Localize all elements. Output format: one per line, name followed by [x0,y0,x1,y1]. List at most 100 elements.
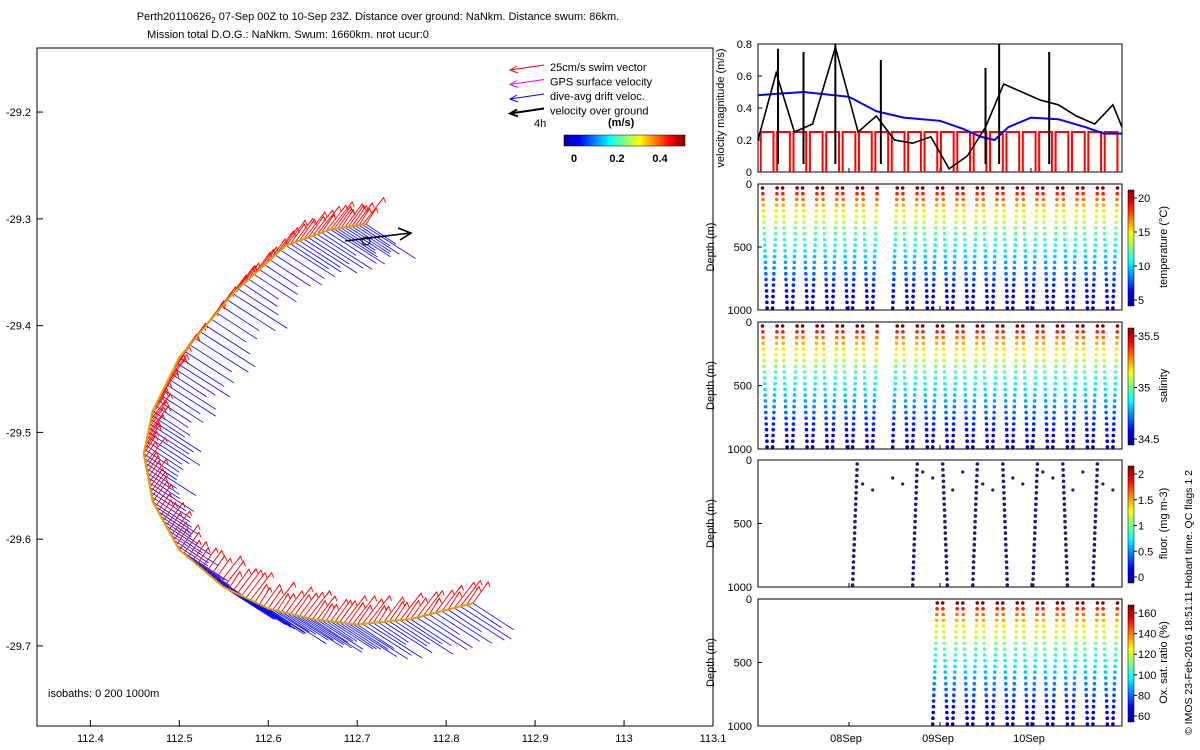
profile-dot [901,209,906,213]
profile-dot [973,249,977,253]
profile-dot [992,271,996,276]
profile-dot [930,722,935,726]
profile-dot [775,330,779,334]
profile-dot [945,716,949,720]
drift-vector [163,520,199,545]
profile-dot [972,416,976,421]
profile-dot [1021,186,1025,190]
profile-dot [991,445,995,449]
profile-dot [761,214,766,219]
profile-dot [1021,601,1025,605]
profile-dot [1001,624,1006,628]
profile-dot [921,335,925,340]
profile-dot [773,237,777,242]
profile-dot [1034,635,1038,640]
profile-dot [1075,607,1079,611]
profile-dot [794,197,799,202]
profile-dot [780,186,785,190]
ytick-label: 500 [734,519,752,531]
profile-dot [803,249,807,253]
profile-dot [1082,353,1086,357]
profile-dot [1043,387,1047,392]
profile-dot [1071,433,1076,438]
profile-dot [1035,473,1039,478]
profile-dot [1061,462,1065,466]
profile-dot [971,577,975,581]
profile-dot [852,254,857,259]
drift-vector [362,623,412,656]
profile-dot [1002,641,1007,646]
profile-dot [1014,624,1019,628]
profile-dot [771,433,775,438]
swim-step [776,131,791,172]
swim-arrowhead [177,511,183,518]
profile-dot [1044,266,1048,270]
profile-dot [1031,289,1036,293]
profile-dot [994,341,999,346]
profile-dot [1032,260,1037,265]
profile-dot [963,676,968,680]
profile-dot [923,393,928,397]
drift-vector [410,618,452,647]
profile-dot [995,197,999,202]
swim-arrowhead [456,590,463,598]
profile-dot [1043,243,1047,247]
profile-dot [794,203,799,207]
swim-vector [312,209,333,237]
profile-dot [822,226,826,230]
profile-dot [893,376,898,380]
profile-dot [1103,254,1108,259]
profile-dot [811,300,815,305]
profile-dot [1051,294,1056,299]
profile-dot [1001,601,1005,605]
profile-dot [1095,330,1099,334]
profile-dot [984,427,989,432]
profile-dot [914,358,918,363]
time-axis: 08Sep 09Sep 10Sep [830,733,1045,745]
profile-dot [1004,699,1009,703]
profile-dot [893,364,898,369]
profile-dot [934,364,938,369]
profile-dot [1012,266,1017,270]
profile-dot [1071,710,1076,715]
profile-dot [831,300,835,305]
profile-dot [1001,209,1006,213]
profile-dot [904,416,908,421]
profile-dot [870,306,875,310]
map-xtick-label: 112.4 [77,733,104,745]
profile-dot [762,220,766,225]
swim-step [1005,131,1021,172]
profile-dot [1102,630,1106,634]
profile-dot [943,525,947,530]
profile-dot [942,647,947,651]
swim-arrowhead [281,237,288,245]
profile-dot [941,468,945,472]
profile-dot [955,191,959,196]
profile-dot [891,427,896,432]
profile-dot [811,427,816,432]
drift-vector [339,622,382,650]
profile-dot [984,693,988,697]
drift-vector [150,491,191,519]
swim-step [939,131,955,172]
profile-dot [903,404,908,409]
profile-dot [772,249,777,253]
profile-dot [1042,353,1046,357]
profile-dot [835,191,839,196]
drift-vector [333,228,378,258]
profile-dot [993,231,998,236]
profile-dot [974,485,979,489]
profile-dot [831,283,836,287]
profile-dot [811,294,815,299]
profile-dot [1021,482,1025,486]
profile-dot [991,710,995,715]
profile-dot [824,289,829,293]
profile-dot [1111,710,1116,715]
profile-dot [775,191,779,196]
profile-dot [1002,220,1006,225]
profile-dot [915,186,920,190]
profile-dot [871,277,876,282]
profile-dot [951,283,956,287]
